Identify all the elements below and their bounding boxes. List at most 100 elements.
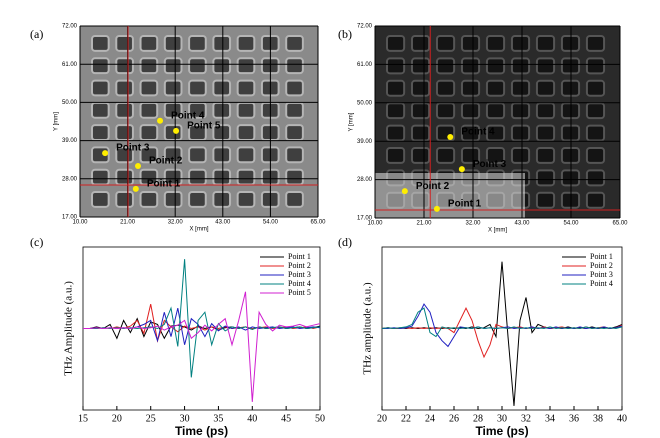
x-tick-label: 32.00 <box>465 221 481 227</box>
y-tick-label: 17.00 <box>357 216 373 222</box>
scan-cell <box>139 124 159 141</box>
panel-label: (c) <box>30 235 43 249</box>
scan-cell <box>585 57 606 75</box>
scan-cell <box>435 102 456 120</box>
scan-cell <box>91 57 110 75</box>
panel-label: (a) <box>30 27 43 41</box>
scan-cell <box>236 124 256 141</box>
point-label: Point 3 <box>473 159 507 170</box>
point <box>102 150 109 157</box>
scan-cell <box>485 57 506 75</box>
scan-cell <box>139 57 159 75</box>
scan-cell <box>585 191 606 209</box>
scan-cell <box>163 124 183 141</box>
point <box>401 188 408 195</box>
scan-cell <box>91 79 110 97</box>
y-tick-label: 50.00 <box>357 100 373 106</box>
x-tick-label: 35 <box>213 413 223 424</box>
scan-cell <box>510 79 531 97</box>
point-label: Point 4 <box>171 110 205 121</box>
legend-label: Point 1 <box>288 252 311 261</box>
scan-cell <box>410 57 431 75</box>
scan-cell <box>115 35 134 52</box>
scan-cell <box>410 35 431 52</box>
point-label: Point 4 <box>461 127 495 138</box>
scan-cell <box>285 101 304 119</box>
scan-cell <box>236 101 256 119</box>
x-axis-label: X [mm] <box>488 228 507 234</box>
scan-cell <box>115 101 134 119</box>
scan-cell <box>139 190 159 208</box>
scan-cell <box>485 147 506 164</box>
scan-cell <box>510 57 531 75</box>
x-tick-label: 21.00 <box>416 221 432 227</box>
point-label: Point 1 <box>147 179 181 190</box>
scan-cell <box>386 35 406 52</box>
x-tick-label: 30 <box>497 413 507 424</box>
x-tick-label: 36 <box>569 413 579 424</box>
scan-cell <box>535 79 556 97</box>
x-tick-label: 15 <box>78 413 88 424</box>
scan-cell <box>410 102 431 120</box>
scan-cell <box>460 79 481 97</box>
scan-cell <box>285 168 304 186</box>
y-tick-label: 72.00 <box>357 24 373 30</box>
legend-label: Point 4 <box>590 279 613 288</box>
x-tick-label: 43.00 <box>514 221 530 227</box>
point <box>132 185 139 192</box>
x-tick-label: 40 <box>617 413 627 424</box>
y-axis-label: THz amplitude (a.u.) <box>362 282 374 375</box>
scan-cell <box>115 190 134 208</box>
scan-cell <box>510 147 531 164</box>
scan-cell <box>435 147 456 164</box>
scan-cell <box>386 57 406 75</box>
scan-cell <box>386 147 406 164</box>
scan-cell <box>386 79 406 97</box>
y-tick-label: 61.00 <box>62 62 78 68</box>
x-tick-label: 54.00 <box>563 221 579 227</box>
point <box>447 134 454 141</box>
scan-cell <box>510 102 531 120</box>
x-tick-label: 30 <box>180 413 190 424</box>
legend-label: Point 1 <box>590 252 613 261</box>
x-tick-label: 38 <box>593 413 603 424</box>
scan-cell <box>188 57 207 75</box>
x-tick-label: 45 <box>281 413 291 424</box>
scan-cell <box>212 35 232 52</box>
scan-cell <box>535 191 556 209</box>
legend-label: Point 5 <box>288 288 311 297</box>
scan-cell <box>410 124 431 142</box>
scan-cell <box>485 35 506 52</box>
scan-cell <box>236 146 256 164</box>
scan-cell <box>115 57 134 75</box>
scan-cell <box>535 35 556 52</box>
scan-cell <box>115 168 134 186</box>
y-tick-label: 28.00 <box>62 176 78 182</box>
scan-cell <box>115 79 134 97</box>
series-line <box>83 291 321 402</box>
y-tick-label: 61.00 <box>357 62 373 68</box>
scan-glow <box>375 173 525 218</box>
point <box>458 166 465 173</box>
panel-label: (d) <box>338 235 352 249</box>
scan-cell <box>435 35 456 52</box>
x-tick-label: 54.00 <box>263 220 279 226</box>
y-axis-label: Y [mm] <box>54 112 60 131</box>
scan-cell <box>535 169 556 187</box>
legend-label: Point 2 <box>590 261 613 270</box>
x-tick-label: 65.00 <box>310 220 326 226</box>
scan-cell <box>585 35 606 52</box>
y-axis-label: THz Amplitude (a.u.) <box>63 281 75 376</box>
scan-cell <box>188 190 207 208</box>
scan-cell <box>585 102 606 120</box>
scan-cell <box>115 124 134 141</box>
scan-cell <box>212 124 232 141</box>
scan-cell <box>535 57 556 75</box>
scan-cell <box>386 102 406 120</box>
scan-cell <box>236 79 256 97</box>
series-line <box>381 261 623 406</box>
scan-cell <box>212 57 232 75</box>
scan-cell <box>91 101 110 119</box>
scan-cell <box>460 147 481 164</box>
